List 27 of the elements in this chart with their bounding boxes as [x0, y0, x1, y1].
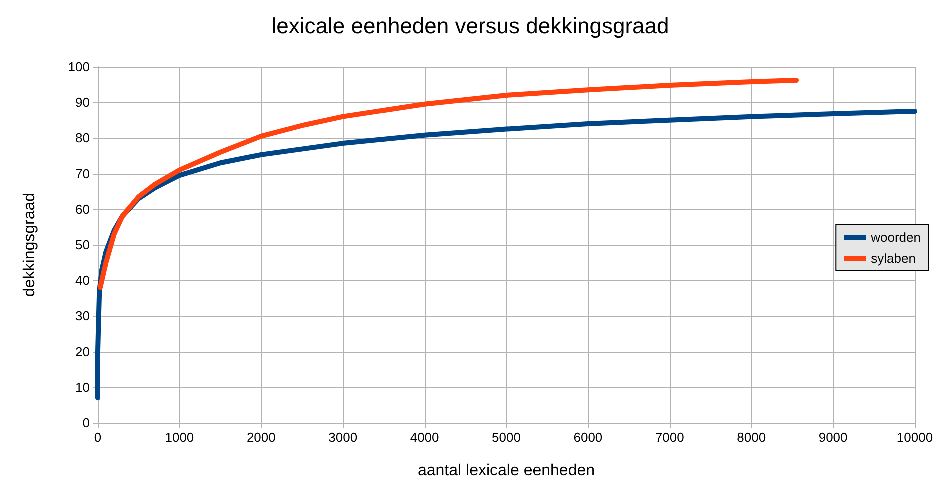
y-tick-label: 0 — [82, 416, 90, 430]
y-tick-label: 60 — [76, 202, 90, 217]
y-tick-label: 40 — [76, 273, 90, 288]
y-tick-label: 70 — [76, 166, 90, 182]
x-axis-title: aantal lexicale eenheden — [418, 462, 596, 480]
x-tick-label: 3000 — [328, 430, 358, 445]
legend-label: sylaben — [871, 251, 916, 266]
x-tick-label: 4000 — [410, 430, 440, 445]
x-tick-label: 10000 — [896, 430, 934, 445]
x-tick-label: 1000 — [165, 430, 194, 445]
y-tick-label: 50 — [76, 238, 90, 252]
y-tick-label: 90 — [76, 95, 90, 110]
y-axis-title: dekkingsgraad — [22, 192, 38, 298]
y-tick-label: 30 — [76, 308, 90, 324]
chart-title: lexicale eenheden versus dekkingsgraad — [272, 14, 670, 38]
y-tick-label: 20 — [76, 344, 90, 360]
legend-label: woorden — [870, 230, 922, 245]
x-tick-label: 6000 — [574, 430, 603, 445]
x-tick-label: 8000 — [737, 430, 766, 445]
y-tick-label: 100 — [68, 60, 90, 74]
y-tick-label: 80 — [76, 130, 90, 146]
x-tick-label: 5000 — [492, 430, 521, 445]
x-tick-label: 9000 — [818, 430, 848, 445]
x-tick-label: 2000 — [246, 430, 276, 445]
y-tick-label: 10 — [76, 380, 90, 395]
x-tick-label: 7000 — [655, 430, 684, 445]
x-tick-label: 0 — [94, 430, 102, 445]
